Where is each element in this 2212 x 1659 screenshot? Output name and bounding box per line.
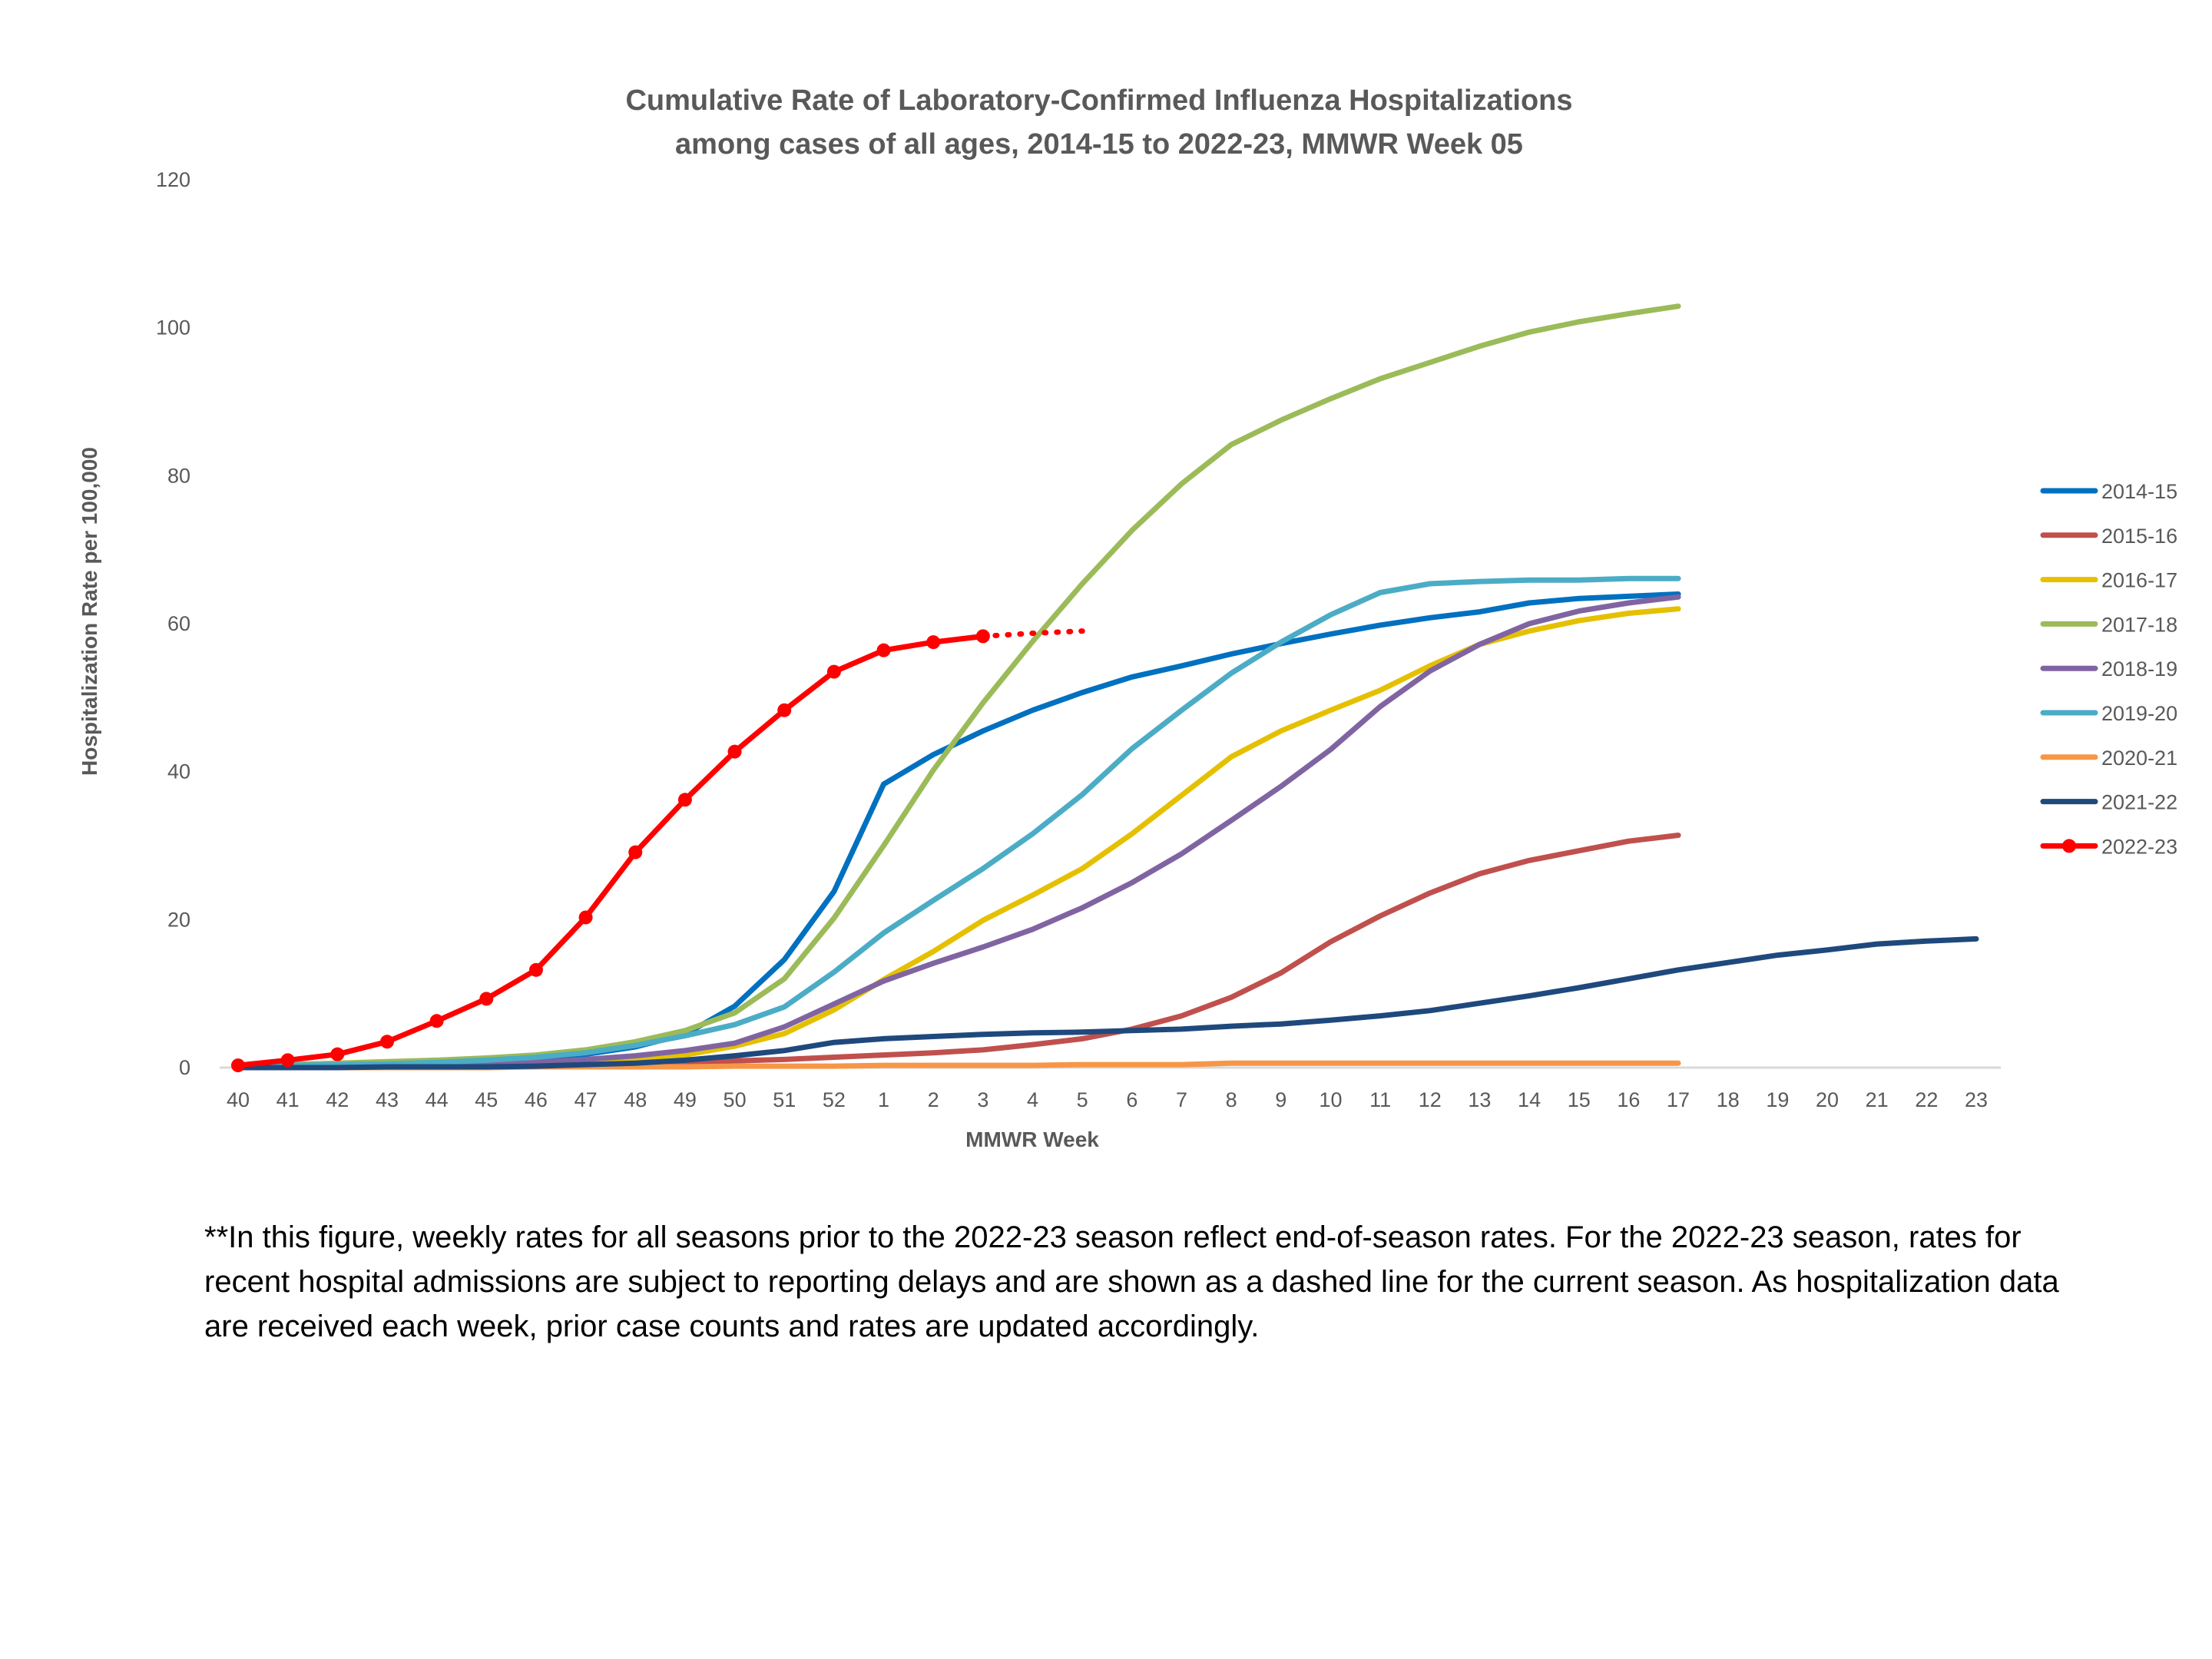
x-tick-label: 9 — [1275, 1088, 1286, 1111]
series-2022-23-line — [235, 633, 986, 1068]
x-tick-label: 13 — [1468, 1088, 1491, 1111]
x-tick-label: 52 — [823, 1088, 846, 1111]
x-tick-label: 48 — [624, 1088, 647, 1111]
series-2022-23-point — [330, 1047, 345, 1061]
series-2022-23-point — [975, 629, 990, 644]
series-2017-18-line — [235, 303, 1681, 1069]
x-tick-label: 49 — [674, 1088, 697, 1111]
x-axis-label: MMWR Week — [965, 1128, 1099, 1151]
legend-label-2015-16: 2015-16 — [2101, 525, 2177, 548]
legend-label-2017-18: 2017-18 — [2101, 613, 2177, 636]
x-tick-label: 40 — [227, 1088, 250, 1111]
x-tick-label: 46 — [525, 1088, 548, 1111]
y-axis-label: Hospitalization Rate per 100,000 — [78, 447, 101, 776]
x-tick-label: 11 — [1369, 1088, 1391, 1111]
x-tick-label: 41 — [276, 1088, 300, 1111]
x-tick-label: 44 — [426, 1088, 449, 1111]
chart-title-line-1: Cumulative Rate of Laboratory-Confirmed … — [625, 84, 1573, 117]
series-2022-23-point — [280, 1053, 295, 1068]
legend-label-2018-19: 2018-19 — [2101, 657, 2177, 680]
y-tick-label: 120 — [156, 168, 190, 191]
y-tick-label: 100 — [156, 316, 190, 339]
legend-label-2021-22: 2021-22 — [2101, 791, 2177, 814]
x-tick-label: 15 — [1568, 1088, 1591, 1111]
x-tick-label: 10 — [1319, 1088, 1342, 1111]
x-tick-label: 12 — [1419, 1088, 1442, 1111]
series-2022-23-point — [926, 635, 941, 650]
y-tick-label: 80 — [167, 464, 190, 487]
series-2022-23-point — [628, 845, 643, 859]
legend-marker-2022-23 — [2062, 839, 2076, 853]
series-2019-20-line — [235, 575, 1681, 1069]
x-tick-label: 47 — [575, 1088, 598, 1111]
x-tick-label: 19 — [1766, 1088, 1789, 1111]
series-2022-23-point — [578, 910, 593, 925]
footnote: **In this figure, weekly rates for all s… — [204, 1220, 2059, 1343]
legend-label-2016-17: 2016-17 — [2101, 569, 2177, 592]
x-tick-label: 42 — [326, 1088, 349, 1111]
series-2022-23-point — [876, 643, 891, 657]
x-tick-label: 17 — [1667, 1088, 1690, 1111]
series-2016-17-line — [235, 606, 1681, 1071]
legend-label-2022-23: 2022-23 — [2101, 835, 2177, 858]
x-tick-label: 4 — [1027, 1088, 1038, 1111]
series-2022-23-point — [528, 962, 543, 977]
legend-label-2014-15: 2014-15 — [2101, 480, 2177, 503]
series-2022-23-point — [777, 703, 792, 717]
series-2022-23-point — [826, 664, 841, 679]
legend-label-2019-20: 2019-20 — [2101, 702, 2177, 725]
x-tick-label: 6 — [1126, 1088, 1137, 1111]
y-tick-label: 60 — [167, 612, 190, 635]
series-2022-23-point — [379, 1035, 394, 1049]
x-tick-label: 3 — [977, 1088, 988, 1111]
x-tick-label: 20 — [1816, 1088, 1839, 1111]
x-tick-label: 23 — [1965, 1088, 1988, 1111]
x-tick-label: 21 — [1866, 1088, 1889, 1111]
x-tick-label: 7 — [1176, 1088, 1187, 1111]
series-2022-23-point — [231, 1058, 245, 1073]
x-tick-label: 45 — [475, 1088, 498, 1111]
x-tick-label: 14 — [1518, 1088, 1541, 1111]
x-tick-label: 5 — [1077, 1088, 1088, 1111]
series-2022-23-point — [429, 1014, 444, 1028]
series-2022-23-point — [727, 744, 742, 759]
series-2022-23-point — [479, 992, 494, 1006]
chart-title-line-2: among cases of all ages, 2014-15 to 2022… — [675, 128, 1523, 161]
series-2014-15-line — [235, 591, 1681, 1070]
x-tick-label: 18 — [1717, 1088, 1740, 1111]
series-2022-23-dashed-extension — [980, 628, 1085, 639]
series-2022-23-point — [677, 793, 692, 807]
x-tick-label: 16 — [1617, 1088, 1640, 1111]
x-tick-label: 22 — [1915, 1088, 1938, 1111]
y-tick-label: 20 — [167, 908, 190, 931]
y-tick-label: 40 — [167, 760, 190, 783]
x-tick-label: 51 — [773, 1088, 796, 1111]
x-tick-label: 8 — [1226, 1088, 1237, 1111]
legend-label-2020-21: 2020-21 — [2101, 747, 2177, 770]
series-2021-22-line — [235, 935, 1979, 1071]
x-tick-label: 1 — [878, 1088, 889, 1111]
x-tick-label: 50 — [724, 1088, 747, 1111]
x-tick-label: 2 — [928, 1088, 939, 1111]
y-tick-label: 0 — [179, 1056, 190, 1079]
series-2018-19-line — [235, 594, 1681, 1070]
x-tick-label: 43 — [376, 1088, 399, 1111]
